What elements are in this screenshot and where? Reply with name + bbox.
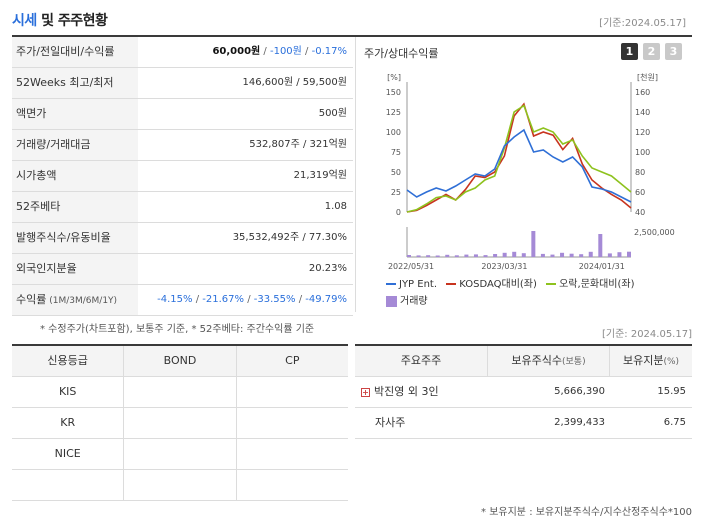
price-row: 액면가 500원 [12,99,353,130]
right-tick-label: 120 [635,128,650,137]
volume-bar [502,252,507,257]
right-tick-label: 160 [635,88,650,97]
volume-bar [464,254,469,257]
volume-bar [617,252,622,257]
shareholder-table: 주요주주 보유주식수(보통) 보유지분(%) + 박진영 외 3인 5,666,3… [355,344,692,439]
jyp-price-line [406,128,632,203]
volume-tick-label: 2,500,000 [634,228,675,237]
volume-bar [426,255,431,257]
volume-bar [579,254,584,257]
chart-legend: JYP Ent. KOSDAQ대비(좌) 오락,문화대비(좌) [386,275,691,290]
volume-bar [627,251,631,257]
price-row: 52Weeks 최고/최저 146,600원 / 59,500원 [12,68,353,99]
table-row: KIS [12,377,348,408]
volume-bar [607,253,612,257]
price-note: * 수정주가(차트포함), 보통주 기준, * 52주베타: 주간수익률 기준 [40,324,315,335]
left-tick-label: 75 [391,148,401,157]
price-row: 주가/전일대비/수익률 60,000원 / -100원 / -0.17% [12,37,353,68]
right-tick-label: 100 [635,148,650,157]
left-tick-label: 100 [386,128,401,137]
volume-bar [521,253,526,257]
left-tick-label: 150 [386,88,401,97]
base-date-2: [기준: 2024.05.17] [601,329,692,340]
volume-bar [569,253,574,257]
table-row: NICE [12,439,348,470]
table-row: + 박진영 외 3인 5,666,390 15.95 [355,377,692,408]
price-table: 주가/전일대비/수익률 60,000원 / -100원 / -0.17% 52W… [12,37,353,316]
kosdaq-relative-line [406,102,632,213]
left-tick-label: 0 [396,208,401,217]
legend-volume: 거래량 [386,292,434,307]
volume-bar [454,255,459,257]
volume-bar [493,254,498,257]
volume-bar [473,254,478,257]
chart-tab-1[interactable]: 1 [621,43,638,60]
table-header: 신용등급 BOND CP [12,346,348,377]
section-header: 시세 및 주주현황 [기준:2024.05.17] [12,10,692,32]
shareholder-name[interactable]: + 박진영 외 3인 [361,385,439,398]
volume-bar [512,251,517,257]
section-title: 시세 및 주주현황 [12,13,108,29]
price-row: 52주베타 1.08 [12,192,353,223]
right-tick-label: 60 [635,188,645,197]
left-tick-label: 50 [391,168,401,177]
price-row: 수익률 (1M/3M/6M/1Y) -4.15% / -21.67% / -33… [12,285,353,316]
price-row: 거래량/거래대금 532,807주 / 321억원 [12,130,353,161]
x-tick-label: 2023/03/31 [481,262,527,271]
right-axis-unit: [천원] [637,72,658,82]
price-row: 발행주식수/유동비율 35,532,492주 / 77.30% [12,223,353,254]
chart-tab-3[interactable]: 3 [665,43,682,60]
volume-bar [560,252,565,257]
price-row: 시가총액 21,319억원 [12,161,353,192]
expand-plus-icon[interactable]: + [361,387,370,397]
volume-bar [483,255,488,257]
volume-bar [445,254,450,257]
volume-bar [588,251,593,257]
right-tick-label: 80 [635,168,645,177]
volume-bar [540,253,545,257]
x-tick-label: 2024/01/31 [579,262,625,271]
leisure-relative-line [406,104,632,213]
volume-bar [407,255,411,257]
left-tick-label: 25 [391,188,401,197]
left-axis-unit: [%] [387,73,401,82]
table-row [12,470,348,501]
volume-bar [598,234,603,257]
chart-tab-2[interactable]: 2 [643,43,660,60]
legend-kosdaq: KOSDAQ대비(좌) [446,275,537,290]
table-row: 자사주 2,399,433 6.75 [355,408,692,439]
divider [12,35,692,37]
legend-leisure: 오락,문화대비(좌) [546,275,635,290]
credit-rating-table: 신용등급 BOND CP KIS KR NICE [12,344,348,501]
volume-bar [416,255,421,257]
volume-bar [550,254,555,257]
table-header: 주요주주 보유주식수(보통) 보유지분(%) [355,346,692,377]
table-row: KR [12,408,348,439]
share-note: * 보유지분 : 보유지분주식수/지수산정주식수*100 [481,507,692,518]
chart-canvas: [%] [천원] 150 125 100 75 50 25 0 160 140 120 100 80 60 4… [386,72,675,271]
chart-title: 주가/상대수익률 [364,47,439,60]
volume-bar [531,231,536,257]
volume-bar [435,255,440,257]
price-row: 외국인지분율 20.23% [12,254,353,285]
x-tick-label: 2022/05/31 [388,262,434,271]
right-tick-label: 40 [635,208,645,217]
base-date: [기준:2024.05.17] [599,18,686,29]
legend-jyp: JYP Ent. [386,279,437,290]
right-tick-label: 140 [635,108,650,117]
price-chart: [%] [천원] 150 125 100 75 50 25 0 160 140 120 100 80 60 4… [355,37,692,312]
left-tick-label: 125 [386,108,401,117]
